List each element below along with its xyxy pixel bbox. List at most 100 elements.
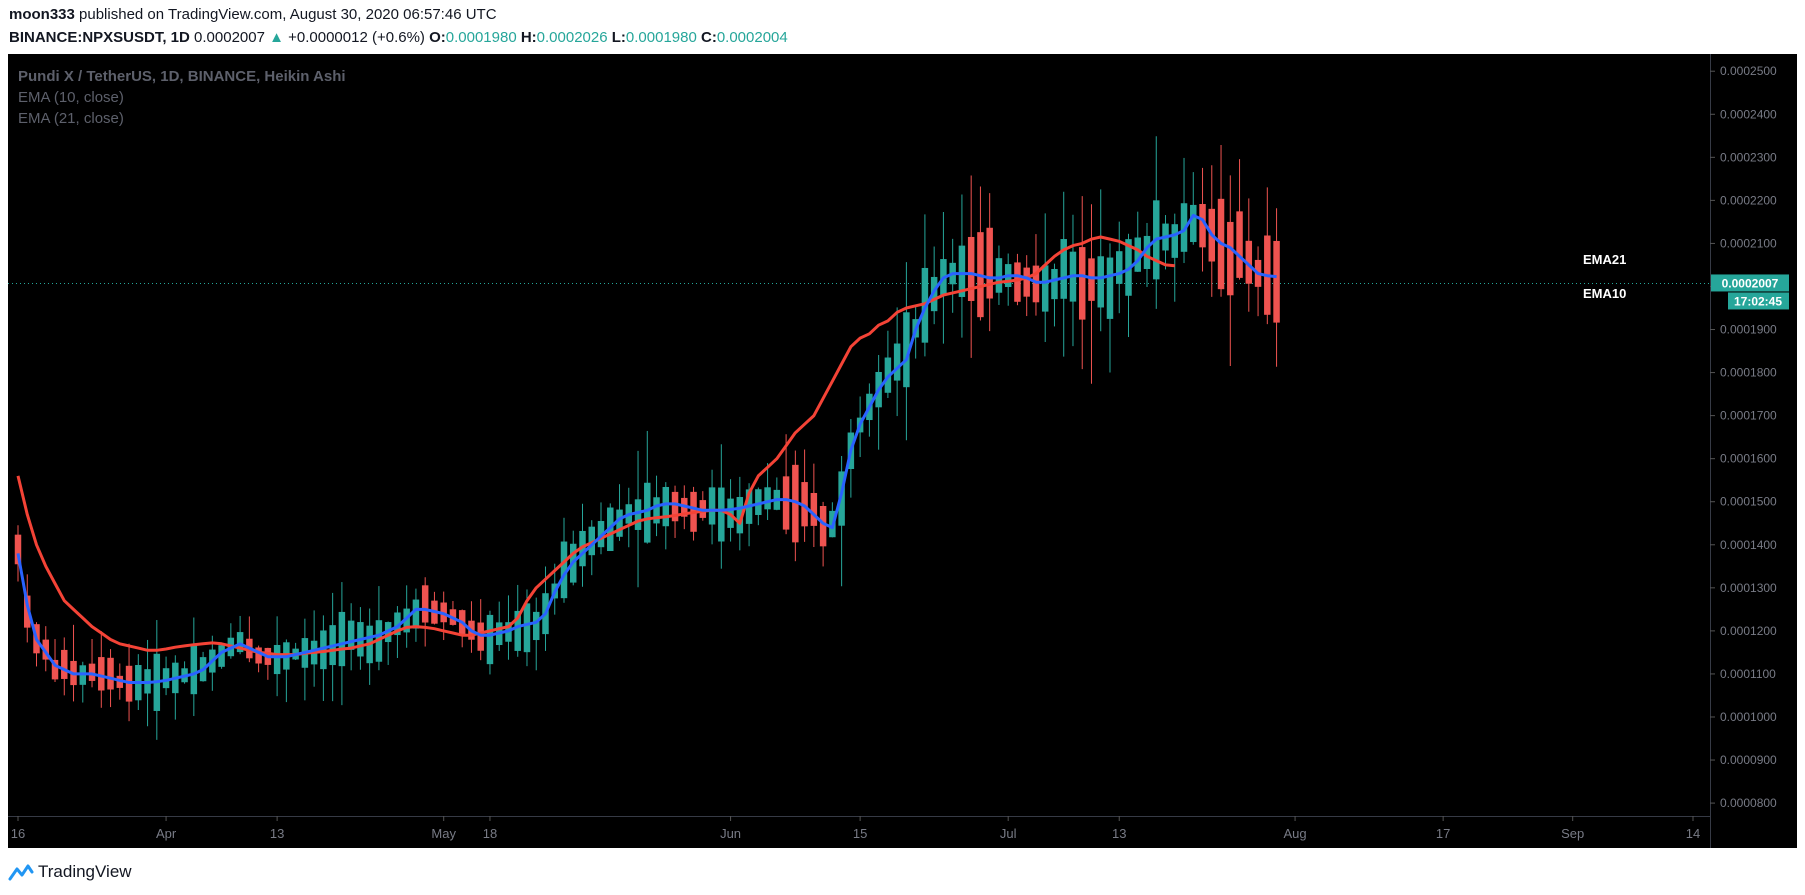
- close-label: C:: [701, 29, 717, 46]
- candle-body[interactable]: [1051, 268, 1058, 300]
- candle-body[interactable]: [347, 620, 355, 650]
- high-label: H:: [520, 29, 537, 46]
- price-tick-label: 0.0000900: [1720, 753, 1777, 767]
- candle-body[interactable]: [588, 526, 595, 556]
- candle-body[interactable]: [671, 491, 679, 522]
- candle-body[interactable]: [190, 644, 198, 695]
- time-tick-label: Jul: [1000, 826, 1017, 841]
- price-axis[interactable]: 0.0002500 0.0002400 0.0002300 0.0002200 0.00…: [1710, 64, 1777, 810]
- price-tick-label: 0.0001800: [1720, 366, 1777, 380]
- price-axis-panel[interactable]: [1710, 54, 1797, 848]
- candle-body[interactable]: [107, 657, 114, 690]
- time-tick-label: Sep: [1561, 826, 1584, 841]
- candle-body[interactable]: [986, 227, 993, 299]
- candle-body[interactable]: [273, 644, 281, 675]
- candle-body[interactable]: [764, 487, 771, 510]
- candle-body[interactable]: [1116, 251, 1123, 284]
- ema10-line[interactable]: [16, 213, 1277, 684]
- candle-body[interactable]: [1227, 221, 1234, 296]
- candle-body[interactable]: [412, 599, 420, 629]
- candle-body[interactable]: [338, 611, 346, 667]
- candle-body[interactable]: [1134, 237, 1141, 272]
- candle-body[interactable]: [1245, 240, 1253, 284]
- candle-body[interactable]: [255, 647, 262, 664]
- candle-body[interactable]: [162, 668, 170, 689]
- candle-body[interactable]: [560, 541, 568, 599]
- candle-body[interactable]: [514, 610, 521, 651]
- candle-body[interactable]: [736, 497, 744, 534]
- candle-body[interactable]: [403, 608, 410, 633]
- candle-body[interactable]: [1106, 257, 1114, 319]
- candle-body[interactable]: [523, 603, 531, 653]
- candle-body[interactable]: [218, 645, 225, 667]
- candle-body[interactable]: [1143, 235, 1151, 270]
- candle-body[interactable]: [320, 630, 327, 670]
- candle-body[interactable]: [819, 506, 827, 547]
- candle-body[interactable]: [88, 663, 96, 681]
- candle-body[interactable]: [24, 595, 31, 628]
- candle-body[interactable]: [532, 611, 540, 641]
- candle-body[interactable]: [98, 657, 105, 691]
- candle-body[interactable]: [653, 497, 660, 524]
- open-label: O:: [429, 29, 446, 46]
- candle-body[interactable]: [1097, 256, 1104, 308]
- candle-body[interactable]: [708, 487, 716, 525]
- candle-body[interactable]: [1273, 240, 1280, 323]
- candle-body[interactable]: [801, 482, 808, 527]
- candle-body[interactable]: [755, 489, 762, 515]
- symbol-label: BINANCE:NPXSUSDT, 1D: [9, 29, 190, 46]
- candle-body[interactable]: [634, 499, 642, 530]
- candle-body[interactable]: [718, 487, 725, 542]
- candle-body[interactable]: [782, 476, 790, 530]
- candle-body[interactable]: [597, 521, 605, 548]
- candle-body[interactable]: [930, 276, 938, 312]
- time-tick-label: 14: [1686, 826, 1700, 841]
- candle-body[interactable]: [14, 534, 22, 565]
- current-price-tag: [1711, 274, 1789, 292]
- candle-body[interactable]: [903, 312, 910, 388]
- candle-body[interactable]: [1060, 239, 1067, 299]
- tradingview-logo-icon[interactable]: [8, 863, 34, 881]
- candle-body[interactable]: [1023, 267, 1030, 297]
- candle-body[interactable]: [394, 612, 401, 636]
- candle-body[interactable]: [662, 486, 670, 527]
- candle-body[interactable]: [1171, 224, 1179, 258]
- candle-body[interactable]: [893, 343, 901, 381]
- candle-body[interactable]: [1088, 258, 1095, 301]
- candle-body[interactable]: [1199, 204, 1206, 248]
- candle-body[interactable]: [810, 492, 818, 526]
- candle-body[interactable]: [1236, 211, 1243, 278]
- candle-body[interactable]: [1032, 265, 1040, 303]
- legend-title[interactable]: Pundi X / TetherUS, 1D, BINANCE, Heikin …: [18, 68, 346, 85]
- candle-body[interactable]: [1190, 204, 1197, 243]
- price-tick-label: 0.0002300: [1720, 150, 1777, 164]
- close-value: 0.0002004: [716, 29, 788, 46]
- candle-body[interactable]: [1078, 247, 1086, 320]
- candle-body[interactable]: [1041, 265, 1049, 312]
- legend-ema21[interactable]: EMA (21, close): [18, 110, 124, 127]
- candle-body[interactable]: [236, 632, 244, 653]
- time-tick-label: 18: [483, 826, 497, 841]
- author-name[interactable]: moon333: [9, 6, 75, 23]
- time-tick-label: 17: [1436, 826, 1450, 841]
- candle-body[interactable]: [486, 614, 494, 665]
- candle-body[interactable]: [792, 464, 799, 543]
- candle-body[interactable]: [1014, 262, 1021, 302]
- time-axis[interactable]: 16 Apr 13 May 18 Jun 15 Jul 13 Aug 17 Sep 14: [11, 816, 1700, 841]
- candle-body[interactable]: [1180, 203, 1188, 252]
- candle-body[interactable]: [61, 649, 68, 679]
- candle-body[interactable]: [616, 509, 623, 537]
- ema10-series-label: EMA10: [1583, 286, 1626, 301]
- candle-body[interactable]: [958, 245, 966, 297]
- candle-body[interactable]: [51, 659, 59, 680]
- candle-body[interactable]: [644, 482, 651, 543]
- footer-brand[interactable]: TradingView: [38, 862, 132, 881]
- candle-body[interactable]: [42, 639, 50, 660]
- candle-body[interactable]: [995, 258, 1003, 293]
- legend-ema10[interactable]: EMA (10, close): [18, 89, 124, 106]
- price-tick-label: 0.0001200: [1720, 624, 1777, 638]
- candle-body[interactable]: [967, 236, 975, 301]
- candle-body[interactable]: [421, 585, 429, 623]
- low-label: L:: [611, 29, 626, 46]
